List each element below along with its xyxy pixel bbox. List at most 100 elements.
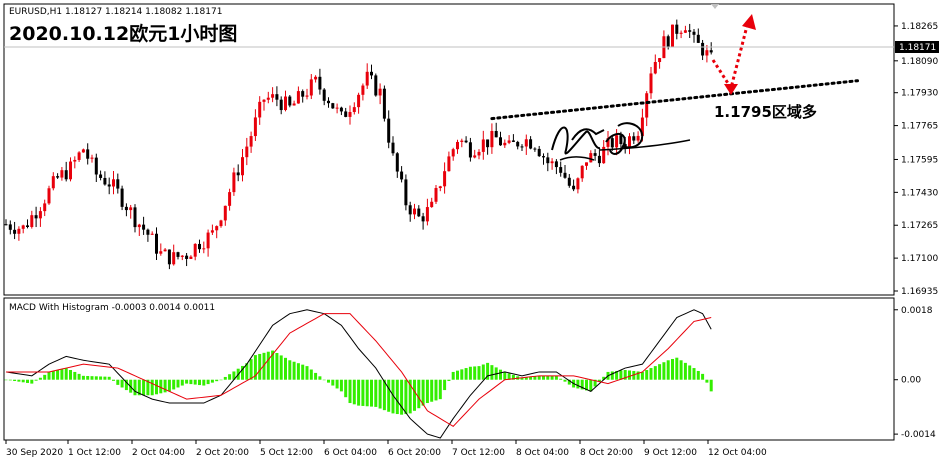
candle	[507, 135, 511, 145]
histogram-bar	[468, 366, 472, 380]
histogram-bar	[417, 379, 421, 409]
histogram-bar	[344, 379, 348, 398]
candle	[413, 203, 416, 220]
candle	[249, 131, 253, 153]
histogram-bar	[473, 366, 477, 380]
histogram-bar	[443, 379, 447, 391]
candle	[258, 96, 262, 125]
histogram-bar	[120, 379, 124, 388]
histogram-bar	[692, 368, 696, 380]
candle	[481, 130, 485, 160]
candle	[94, 153, 98, 183]
histogram-bar	[533, 376, 537, 380]
candle	[271, 87, 275, 103]
price-tick-label: 1.18265	[901, 22, 938, 32]
candle	[210, 224, 214, 235]
candle	[215, 225, 219, 239]
candle	[520, 144, 524, 151]
histogram-bar	[77, 373, 81, 380]
time-tick-label: 1 Oct 12:00	[68, 448, 121, 458]
candle	[51, 172, 55, 191]
histogram-bar	[400, 379, 404, 415]
histogram-bar	[490, 365, 494, 380]
candle	[245, 137, 249, 166]
candle	[69, 157, 72, 182]
candle	[60, 167, 64, 181]
candle	[352, 102, 356, 115]
histogram-bar	[438, 379, 442, 400]
candle	[339, 106, 343, 116]
histogram-bar	[339, 379, 343, 392]
candle	[150, 231, 154, 235]
time-tick-label: 7 Oct 12:00	[452, 448, 505, 458]
candle	[99, 170, 103, 181]
histogram-bar	[395, 379, 399, 415]
candle	[262, 99, 266, 111]
candle	[387, 110, 391, 149]
candle	[167, 249, 171, 270]
histogram-bar	[645, 370, 649, 380]
candle	[309, 74, 313, 100]
histogram-bar	[688, 365, 692, 380]
histogram-bar	[537, 375, 541, 380]
histogram-bar	[456, 370, 459, 380]
candle	[34, 206, 38, 228]
histogram-bar	[447, 379, 451, 382]
histogram-bar	[64, 368, 68, 380]
candle	[198, 239, 201, 253]
candle	[232, 167, 236, 196]
candle	[90, 154, 94, 163]
candle	[189, 255, 193, 259]
candle	[344, 107, 348, 118]
histogram-bar	[425, 379, 429, 404]
histogram-bar	[503, 371, 507, 380]
histogram-bar	[90, 376, 94, 380]
price-tick-label: 1.18090	[901, 57, 938, 67]
histogram-bar	[404, 379, 408, 415]
histogram-bar	[615, 370, 619, 380]
macd-header: MACD With Histogram -0.0003 0.0014 0.001…	[9, 303, 215, 313]
candle	[580, 165, 584, 182]
candle	[606, 130, 610, 156]
candle	[43, 199, 47, 217]
histogram-bar	[683, 362, 687, 380]
candle	[593, 149, 597, 161]
histogram-bar	[21, 379, 25, 383]
candle	[705, 44, 709, 63]
histogram-bar	[701, 373, 705, 380]
arrow-head-icon	[742, 14, 756, 30]
candle	[112, 170, 115, 195]
candle	[378, 83, 382, 105]
candle	[13, 221, 17, 240]
candle	[206, 229, 210, 257]
candle	[155, 227, 158, 260]
candle	[133, 204, 137, 233]
histogram-bar	[17, 379, 21, 382]
candle	[73, 156, 77, 169]
macd-line	[5, 309, 712, 439]
price-tick-label: 1.17430	[901, 188, 938, 198]
candle	[597, 148, 601, 167]
histogram-bar	[357, 379, 361, 406]
histogram-bar	[124, 379, 128, 391]
histogram-bar	[666, 360, 670, 380]
histogram-bar	[619, 370, 623, 380]
histogram-bar	[636, 371, 640, 380]
histogram-bar	[481, 364, 485, 380]
macd-tick-label: -0.0014	[901, 430, 936, 440]
candle	[585, 162, 588, 170]
price-tick-label: 1.17100	[901, 254, 938, 264]
histogram-bar	[507, 373, 511, 380]
shift-marker-icon[interactable]	[711, 4, 719, 9]
histogram-bar	[4, 379, 8, 381]
candle	[331, 102, 335, 109]
candle	[81, 148, 85, 153]
histogram-bar	[597, 379, 601, 382]
histogram-bar	[172, 379, 176, 390]
histogram-bar	[335, 379, 339, 389]
trend-line[interactable]	[490, 79, 859, 121]
candle	[559, 161, 563, 177]
histogram-bar	[348, 379, 352, 404]
candle	[223, 205, 227, 226]
candle	[451, 147, 455, 161]
